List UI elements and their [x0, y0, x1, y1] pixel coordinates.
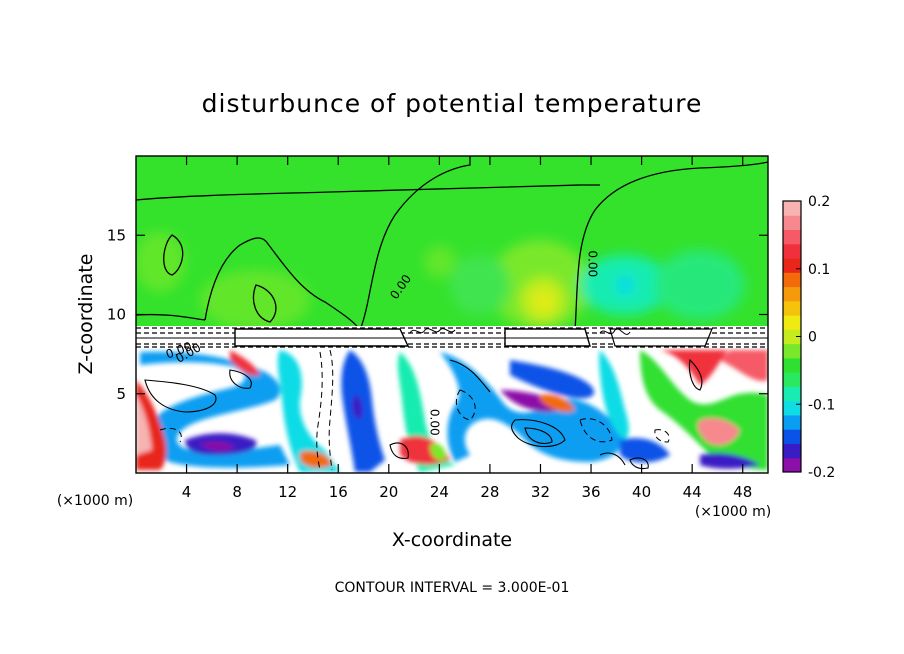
x-tick-label: 32 — [531, 483, 550, 501]
contour-label: 0.00 — [428, 409, 442, 436]
inversion-band — [136, 326, 768, 348]
colorbar-tick-label: -0.2 — [808, 465, 835, 481]
x-tick-label: 48 — [733, 483, 752, 501]
colorbar-tick-label: -0.1 — [808, 397, 835, 413]
plot-area: 0.000.000.000.000.00 — [136, 156, 768, 473]
x-tick-label: 12 — [278, 483, 297, 501]
colorbar-swatch — [783, 272, 801, 288]
colorbar-tick-label: 0.2 — [808, 194, 830, 210]
lower-anomalies — [136, 350, 768, 472]
y-tick-label: 15 — [107, 226, 126, 244]
colorbar-swatch — [783, 215, 801, 231]
colorbar-swatch — [783, 443, 801, 459]
upper-anomalies — [136, 232, 745, 330]
x-tick-label: 24 — [430, 483, 449, 501]
x-tick-label: 28 — [480, 483, 499, 501]
colorbar-swatch — [783, 343, 801, 359]
colorbar-swatch — [783, 429, 801, 444]
upper-contours — [136, 156, 768, 331]
y-axis-label: Z-coordinate — [75, 254, 97, 375]
colorbar-swatch — [783, 414, 801, 430]
x-tick-label: 4 — [182, 483, 192, 501]
colorbar-swatch — [783, 357, 801, 373]
y-tick-label: 10 — [107, 306, 126, 324]
x-tick-label: 16 — [329, 483, 348, 501]
x-tick-label: 40 — [632, 483, 651, 501]
x-unit-right: (×1000 m) — [695, 504, 771, 520]
colorbar-swatch — [783, 300, 801, 316]
colorbar-swatch — [783, 457, 801, 473]
x-axis: 4 8 12 16 20 24 28 32 36 40 44 48 — [182, 156, 752, 501]
lower-dashed-contours — [159, 349, 670, 471]
x-tick-label: 44 — [683, 483, 702, 501]
colorbar: 0.2 0.1 0 -0.1 -0.2 — [782, 194, 835, 481]
colorbar-swatch — [783, 201, 801, 216]
colorbar-swatch — [783, 386, 801, 402]
colorbar-swatch — [783, 286, 801, 302]
colorbar-swatch — [783, 229, 801, 245]
x-tick-label: 8 — [232, 483, 242, 501]
colorbar-swatch — [783, 329, 801, 345]
colorbar-swatch — [783, 315, 801, 330]
x-unit-left: (×1000 m) — [57, 493, 133, 509]
lower-contours — [144, 358, 703, 470]
colorbar-tick-label: 0 — [808, 330, 817, 346]
x-axis-label: X-coordinate — [392, 529, 512, 551]
colorbar-swatch — [783, 258, 801, 273]
y-axis: 5 10 15 — [107, 226, 768, 403]
colorbar-swatch — [783, 243, 801, 259]
x-tick-label: 36 — [581, 483, 600, 501]
contour-label: 0.00 — [586, 250, 600, 277]
contour-interval-note: CONTOUR INTERVAL = 3.000E-01 — [335, 580, 570, 596]
chart-title: disturbunce of potential temperature — [202, 89, 703, 118]
x-tick-label: 20 — [379, 483, 398, 501]
colorbar-tick-label: 0.1 — [808, 262, 830, 278]
y-tick-label: 5 — [116, 385, 126, 403]
colorbar-swatch — [783, 372, 801, 387]
colorbar-swatch — [783, 400, 801, 416]
